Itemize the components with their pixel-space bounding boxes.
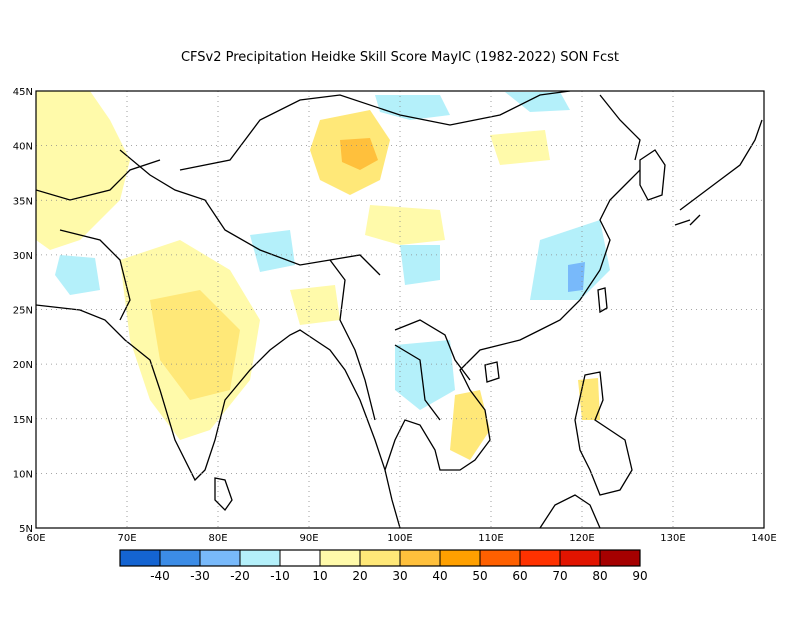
- border-india-china: [119, 149, 381, 276]
- patch-sichuan-negative: [400, 245, 440, 285]
- map-frame: [35, 90, 765, 529]
- border-laos-vietnam: [394, 319, 471, 381]
- coast-korea: [639, 149, 666, 201]
- border-afghanistan: [36, 159, 161, 201]
- colorbar-swatch: [319, 549, 361, 567]
- colorbar-label: 10: [312, 569, 327, 583]
- lon-tick-label: 130E: [660, 533, 685, 544]
- patch-northwest-positive: [36, 91, 130, 250]
- chart-title: CFSv2 Precipitation Heidke Skill Score M…: [180, 50, 620, 65]
- lat-tick-label: 30N: [13, 251, 33, 262]
- coast-srilanka: [214, 477, 233, 512]
- lat-ticks: 45N 40N 35N 30N 25N 20N 15N 10N 5N: [13, 87, 33, 535]
- colorbar-label: -40: [150, 569, 170, 583]
- coast-taiwan: [597, 287, 608, 314]
- coast-japan: [674, 119, 763, 226]
- colorbar-label: 40: [432, 569, 447, 583]
- colorbar-label: 50: [472, 569, 487, 583]
- colorbar-label: 30: [392, 569, 407, 583]
- colorbar-label: -30: [190, 569, 210, 583]
- border-thailand: [394, 344, 441, 421]
- colorbar-swatch: [279, 549, 321, 567]
- skill-patches: [36, 91, 610, 460]
- lon-tick-label: 90E: [299, 533, 318, 544]
- lat-tick-label: 35N: [13, 196, 33, 207]
- colorbar-label: 90: [632, 569, 647, 583]
- border-myanmar: [329, 259, 376, 421]
- colorbar-label: 60: [512, 569, 527, 583]
- patch-central-india-core: [150, 290, 240, 400]
- patch-northchina-positive: [490, 130, 550, 165]
- lon-tick-label: 120E: [569, 533, 594, 544]
- patch-pakistan-negative: [55, 255, 100, 295]
- border-china-northeast: [599, 94, 641, 161]
- patch-qinghai-core: [340, 138, 378, 170]
- patch-tibet-negative: [250, 230, 295, 272]
- patch-mongolia-negative: [375, 95, 450, 120]
- colorbar-swatch: [359, 549, 401, 567]
- border-china-north: [179, 91, 571, 171]
- lon-tick-label: 110E: [478, 533, 503, 544]
- patch-yunnan-positive: [365, 205, 445, 245]
- colorbar-label: 20: [352, 569, 367, 583]
- patch-indochina-negative: [395, 340, 455, 410]
- lon-tick-label: 70E: [117, 533, 136, 544]
- colorbar-swatch: [439, 549, 481, 567]
- colorbar-label: 70: [552, 569, 567, 583]
- lat-tick-label: 40N: [13, 142, 33, 153]
- patch-east-china-negative: [530, 220, 610, 300]
- patch-vietnam-positive: [450, 390, 490, 460]
- coast-india: [36, 169, 641, 482]
- lat-tick-label: 25N: [13, 306, 33, 317]
- colorbar-swatch: [199, 549, 241, 567]
- lat-tick-label: 15N: [13, 415, 33, 426]
- colorbar-swatch: [479, 549, 521, 567]
- lat-tick-label: 5N: [19, 524, 33, 535]
- lon-tick-label: 60E: [26, 533, 45, 544]
- coast-hainan: [484, 361, 500, 383]
- patch-philippines-positive: [578, 378, 600, 420]
- coast-philippines: [574, 371, 633, 496]
- lat-tick-label: 45N: [13, 87, 33, 98]
- colorbar-swatch: [239, 549, 281, 567]
- colorbar-swatch: [559, 549, 601, 567]
- colorbar-swatch: [119, 549, 161, 567]
- lon-ticks: 60E 70E 80E 90E 100E 110E 120E 130E 140E: [26, 533, 776, 544]
- colorbar-swatch: [599, 549, 641, 567]
- patch-east-china-core: [568, 262, 585, 292]
- colorbar-label: -20: [230, 569, 250, 583]
- coast-borneo: [539, 494, 601, 528]
- coast-malay: [384, 469, 401, 528]
- colorbar-label: -10: [270, 569, 290, 583]
- lon-tick-label: 80E: [208, 533, 227, 544]
- lat-tick-label: 10N: [13, 469, 33, 480]
- lon-tick-label: 100E: [387, 533, 412, 544]
- patch-bangladesh-positive: [290, 285, 340, 325]
- lon-tick-label: 140E: [751, 533, 776, 544]
- colorbar-outline: [119, 549, 641, 567]
- colorbar-label: 80: [592, 569, 607, 583]
- colorbar-swatch: [519, 549, 561, 567]
- patch-northeast-negative: [505, 92, 570, 112]
- colorbar-swatch: [399, 549, 441, 567]
- colorbar-swatch: [159, 549, 201, 567]
- colorbar: -40 -30 -20 -10 10 20 30 40 50 60 70 80 90: [119, 549, 648, 583]
- lat-tick-label: 20N: [13, 360, 33, 371]
